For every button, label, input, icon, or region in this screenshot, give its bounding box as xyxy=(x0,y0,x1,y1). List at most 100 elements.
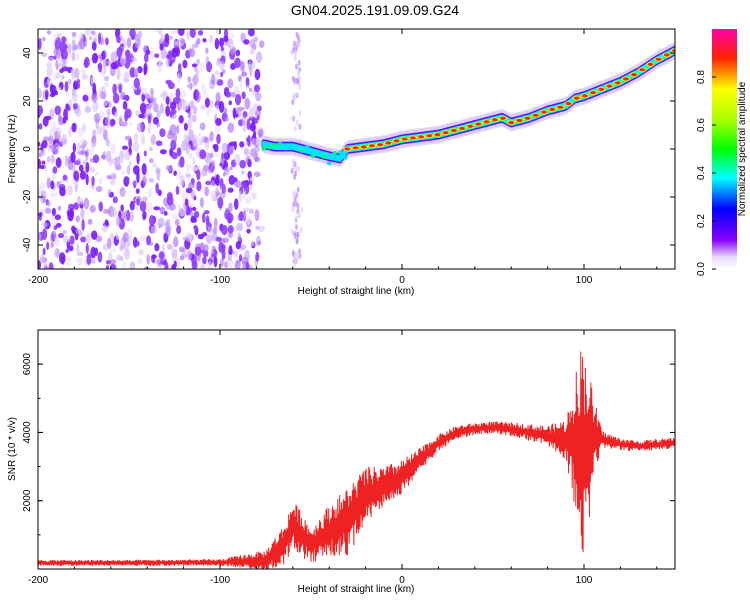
spectrogram-noise-point xyxy=(122,100,128,111)
spectrogram-noise-point xyxy=(99,55,103,63)
spectrogram-noise-point xyxy=(169,124,177,136)
spectrogram-noise-point xyxy=(128,160,132,167)
spectrogram-noise-point xyxy=(157,217,165,228)
y-tick-label: 4000 xyxy=(22,421,33,444)
spectrogram-noise-point xyxy=(86,148,90,158)
spectrogram-noise-point xyxy=(188,182,195,189)
spectrogram-noise-point xyxy=(299,226,303,233)
spectrogram-noise-point xyxy=(214,70,220,76)
spectrogram-noise-point xyxy=(243,39,250,45)
y-tick-label: 40 xyxy=(22,47,33,59)
spectrogram-noise-point xyxy=(192,138,197,151)
spectrogram-noise-point xyxy=(196,180,202,192)
spectrogram-noise-point xyxy=(153,29,159,33)
spectrogram-noise-point xyxy=(144,93,150,101)
spectrogram-noise-point xyxy=(41,36,46,42)
spectrogram-noise-point xyxy=(67,43,72,55)
spectrogram-noise-point xyxy=(297,59,301,66)
spectrogram-noise-point xyxy=(246,228,251,234)
spectrogram-noise-point xyxy=(294,200,298,207)
spectrogram-noise-point xyxy=(119,149,125,157)
spectrogram-noise-point xyxy=(292,201,296,208)
spectrogram-noise-point xyxy=(234,57,241,69)
spectrogram-noise-point xyxy=(196,169,201,181)
spectrogram-noise-point xyxy=(293,55,297,62)
spectrogram-noise-point xyxy=(215,92,221,104)
spectrogram-noise-point xyxy=(66,255,72,268)
spectrogram-noise-point xyxy=(219,60,225,71)
spectrogram-noise-point xyxy=(172,212,178,220)
spectrogram-noise-point xyxy=(221,225,228,236)
spectrogram-noise-point xyxy=(89,166,96,173)
spectrogram-noise-point xyxy=(202,256,207,265)
spectrogram-noise-point xyxy=(50,241,54,248)
spectrogram-noise-point xyxy=(51,207,56,217)
spectrogram-noise-point xyxy=(79,170,86,180)
spectrogram-noise-point xyxy=(177,72,181,85)
spectrogram-noise-point xyxy=(159,128,166,138)
spectrogram-noise-point xyxy=(209,34,214,44)
spectrogram-noise-point xyxy=(44,90,49,100)
spectrogram-noise-point xyxy=(229,91,236,98)
spectrogram-noise-point xyxy=(65,233,71,243)
spectrogram-noise-point xyxy=(191,206,197,212)
spectrogram-noise-point xyxy=(41,46,46,52)
spectrogram-noise-point xyxy=(209,130,214,142)
spectrogram-noise-point xyxy=(109,179,116,186)
spectrogram-noise-point xyxy=(145,104,152,116)
spectrogram-ridge-peak xyxy=(459,126,466,130)
spectrogram-noise-point xyxy=(85,232,92,245)
spectrogram-noise-point xyxy=(150,96,157,106)
spectrogram-noise-point xyxy=(62,58,67,65)
spectrogram-noise-point xyxy=(295,45,299,52)
spectrogram-noise-point xyxy=(132,180,138,186)
spectrogram-noise-point xyxy=(112,173,117,180)
spectrogram-noise-point xyxy=(178,115,184,124)
spectrogram-noise-point xyxy=(116,66,122,79)
spectrogram-noise-point xyxy=(103,57,107,70)
spectrogram-noise-point xyxy=(50,154,55,164)
spectrogram-noise-point xyxy=(295,237,299,244)
spectrogram-noise-point xyxy=(124,135,132,141)
spectrogram-noise-point xyxy=(85,243,89,254)
spectrogram-noise-point xyxy=(247,134,251,147)
spectrogram-noise-point xyxy=(84,105,91,114)
spectrogram-noise-point xyxy=(38,158,42,169)
spectrogram-noise-point xyxy=(160,33,166,42)
spectrogram-noise-point xyxy=(239,78,243,89)
snr-panel: -200 -100 0 100 2000 4000 6000 Height of strai… xyxy=(7,329,676,595)
spectrogram-noise-point xyxy=(291,206,295,213)
spectrogram-noise-point xyxy=(192,157,196,166)
spectrogram-noise-point xyxy=(232,107,237,120)
spectrogram-noise-point xyxy=(173,40,180,46)
spectrogram-noise-point xyxy=(113,111,119,118)
spectrogram-noise-point xyxy=(68,98,72,108)
spectrogram-noise-point xyxy=(134,206,139,211)
spectrogram-noise-point xyxy=(258,40,265,48)
spectrogram-noise-point xyxy=(115,216,121,227)
spectrogram-noise-point xyxy=(105,37,109,46)
spectrogram-noise-point xyxy=(199,149,207,160)
spectrogram-noise-point xyxy=(149,158,154,164)
spectrogram-noise-point xyxy=(41,140,48,149)
spectrogram-noise-point xyxy=(106,238,112,250)
spectrogram-noise-point xyxy=(58,252,66,265)
spectrogram-noise-point xyxy=(65,248,70,254)
spectrogram-noise-point xyxy=(227,78,234,89)
spectrogram-noise-point xyxy=(298,83,302,90)
spectrogram-noise-point xyxy=(215,60,221,67)
x-tick-label: -200 xyxy=(28,275,48,286)
x-tick-label: 100 xyxy=(576,275,593,286)
spectrogram-noise-point xyxy=(187,76,192,83)
spectrogram-noise-point xyxy=(205,234,213,244)
spectrogram-noise-point xyxy=(221,142,229,153)
spectrogram-noise-point xyxy=(225,91,231,98)
x-tick-label: -200 xyxy=(28,575,48,586)
spectrogram-noise-point xyxy=(253,84,261,93)
spectrogram-noise-point xyxy=(139,102,147,115)
spectrogram-noise-point xyxy=(165,105,171,117)
spectrogram-noise-point xyxy=(126,165,131,175)
spectrogram-noise-point xyxy=(91,40,97,51)
spectrogram-noise-point xyxy=(143,150,147,157)
